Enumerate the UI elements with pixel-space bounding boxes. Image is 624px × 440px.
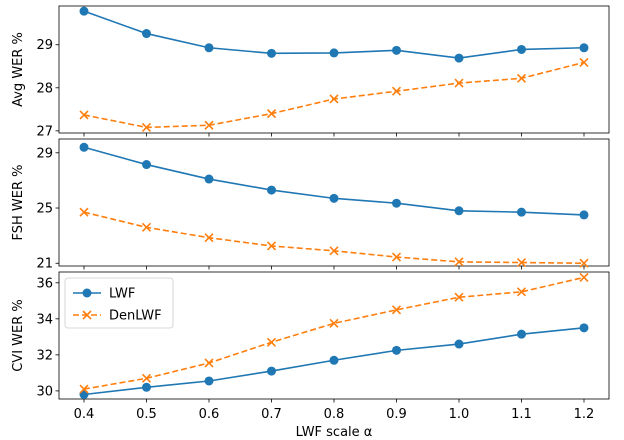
data-point-denlwf — [204, 233, 214, 243]
y-tick-label: 30 — [36, 384, 53, 399]
data-point-denlwf — [579, 57, 589, 67]
data-point-denlwf — [516, 73, 527, 83]
data-point-denlwf — [454, 292, 464, 302]
series-line-denlwf — [83, 276, 585, 390]
data-point-denlwf — [516, 287, 527, 297]
legend-marker-denlwf — [82, 310, 92, 320]
data-point-denlwf — [79, 207, 89, 217]
x-tick-label: 0.9 — [386, 407, 407, 422]
data-point-lwf — [392, 198, 401, 208]
data-point-lwf — [142, 160, 151, 170]
data-point-lwf — [204, 174, 214, 184]
data-point-lwf — [204, 376, 214, 386]
data-point-lwf — [79, 6, 89, 16]
data-point-lwf — [579, 43, 589, 53]
data-point-lwf — [517, 44, 526, 54]
data-point-denlwf — [579, 272, 589, 282]
x-tick-label: 0.6 — [199, 407, 220, 422]
data-point-denlwf — [329, 318, 339, 328]
data-point-denlwf — [141, 373, 152, 383]
legend-marker-lwf — [82, 288, 92, 298]
data-point-lwf — [517, 207, 526, 217]
data-point-denlwf — [79, 384, 89, 394]
data-point-lwf — [329, 193, 339, 203]
data-point-denlwf — [266, 337, 277, 347]
data-point-lwf — [267, 366, 276, 376]
data-point-lwf — [392, 345, 401, 355]
data-point-lwf — [579, 210, 589, 220]
data-point-denlwf — [454, 78, 464, 88]
y-tick-label: 21 — [36, 257, 53, 272]
data-point-lwf — [454, 206, 464, 216]
data-point-lwf — [454, 339, 464, 349]
data-point-lwf — [267, 185, 276, 195]
data-point-lwf — [579, 323, 589, 333]
data-point-denlwf — [454, 257, 464, 267]
data-point-lwf — [392, 45, 401, 55]
series-line-lwf — [83, 146, 585, 216]
data-point-denlwf — [266, 241, 277, 251]
data-point-denlwf — [516, 257, 527, 268]
data-point-lwf — [454, 53, 464, 63]
x-tick-label: 1.0 — [449, 407, 470, 422]
series-line-denlwf — [83, 61, 585, 129]
data-point-denlwf — [141, 122, 152, 132]
y-tick-label: 32 — [36, 348, 53, 363]
data-point-lwf — [79, 142, 89, 152]
y-tick-label: 36 — [36, 276, 53, 291]
y-tick-label: 34 — [36, 312, 53, 327]
y-tick-label: 29 — [36, 38, 53, 53]
data-point-lwf — [329, 355, 339, 365]
y-tick-label: 27 — [36, 124, 53, 139]
legend-label-lwf: LWF — [109, 287, 135, 302]
series-line-denlwf — [83, 211, 585, 265]
y-axis-label: FSH WER % — [11, 165, 26, 241]
x-tick-label: 0.5 — [136, 407, 157, 422]
y-axis-label: Avg WER % — [11, 32, 26, 107]
x-tick-label: 1.2 — [574, 407, 595, 422]
data-point-denlwf — [266, 109, 277, 119]
x-tick-label: 0.4 — [74, 407, 95, 422]
panel-fsh-wer: 21 25 29 FSH WER % — [11, 138, 610, 272]
legend-label-denlwf: DenLWF — [109, 309, 162, 324]
axes-frame — [58, 5, 610, 134]
data-point-denlwf — [579, 258, 589, 268]
data-point-lwf — [142, 382, 151, 392]
data-point-denlwf — [329, 94, 339, 104]
y-tick-label: 25 — [36, 202, 53, 217]
y-tick-label: 28 — [36, 81, 53, 96]
data-point-denlwf — [391, 252, 402, 262]
data-point-denlwf — [141, 222, 152, 232]
x-tick-label: 0.8 — [324, 407, 345, 422]
x-tick-label: 1.1 — [511, 407, 532, 422]
data-point-lwf — [142, 29, 151, 39]
x-axis-label: LWF scale α — [296, 425, 373, 440]
data-point-lwf — [517, 329, 526, 339]
data-point-denlwf — [329, 246, 339, 256]
data-point-denlwf — [79, 110, 89, 120]
panel-cvi-wer: 30 32 34 36 0.4 0.5 0.6 0.7 0.8 0.9 1.0 1.1 1.2 CVI W… — [11, 271, 610, 440]
data-point-lwf — [267, 48, 276, 58]
data-point-lwf — [329, 48, 339, 58]
data-point-lwf — [204, 43, 214, 53]
data-point-denlwf — [391, 305, 402, 315]
x-tick-label: 0.7 — [261, 407, 282, 422]
data-point-denlwf — [204, 120, 214, 130]
y-tick-label: 29 — [36, 146, 53, 161]
y-axis-label: CVI WER % — [11, 299, 26, 372]
data-point-denlwf — [391, 86, 402, 96]
panel-avg-wer: 27 28 29 Avg WER % — [11, 5, 610, 139]
data-point-denlwf — [204, 358, 214, 368]
